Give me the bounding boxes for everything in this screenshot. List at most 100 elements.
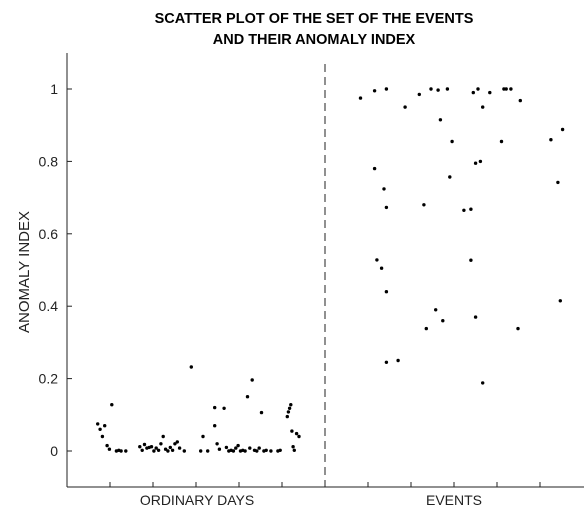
event-point <box>473 315 478 319</box>
ordinary-day-point <box>289 403 293 407</box>
ordinary-day-point <box>138 445 142 449</box>
ordinary-day-point <box>259 410 264 415</box>
ordinary-day-point <box>96 422 100 426</box>
ordinary-day-point <box>269 449 273 453</box>
event-point <box>441 319 445 323</box>
ordinary-day-point <box>278 448 282 452</box>
event-point <box>469 258 473 262</box>
event-point <box>549 138 553 142</box>
ordinary-day-point <box>231 449 236 453</box>
ordinary-day-point <box>168 445 172 450</box>
event-point <box>488 90 492 95</box>
ordinary-day-point <box>175 440 179 444</box>
y-ticks: 0 0.2 0.4 0.6 0.8 1 <box>39 81 72 459</box>
ordinary-day-point <box>156 448 161 452</box>
event-point <box>476 87 480 91</box>
event-point <box>375 258 379 262</box>
event-point <box>450 139 454 144</box>
ordinary-day-point <box>257 446 261 450</box>
ordinary-day-point <box>105 443 109 448</box>
event-point <box>509 87 513 91</box>
ordinary-day-point <box>182 449 186 453</box>
data-points <box>96 87 565 453</box>
ordinary-day-point <box>287 406 292 410</box>
event-point <box>382 187 386 191</box>
y-tick-label: 1 <box>50 81 58 97</box>
event-point <box>379 266 384 270</box>
ordinary-day-point <box>217 447 222 451</box>
ordinary-day-point <box>222 406 226 410</box>
chart-title-line-1: SCATTER PLOT OF THE SET OF THE EVENTS <box>155 11 474 27</box>
ordinary-day-point <box>294 431 299 436</box>
ordinary-day-point <box>236 443 240 448</box>
event-point <box>471 90 475 95</box>
ordinary-day-point <box>140 448 144 452</box>
event-point <box>396 358 400 363</box>
ordinary-day-point <box>245 395 250 399</box>
event-point <box>422 203 426 207</box>
ordinary-day-point <box>177 446 182 450</box>
ordinary-day-point <box>250 378 254 382</box>
event-point <box>504 87 508 91</box>
event-point <box>462 208 466 212</box>
ordinary-day-point <box>103 424 107 428</box>
ordinary-day-point <box>255 449 259 453</box>
event-point <box>417 92 421 97</box>
y-tick-label: 0.2 <box>39 371 59 387</box>
event-point <box>424 326 428 331</box>
event-point <box>403 105 407 109</box>
y-tick-label: 0.4 <box>39 298 59 314</box>
ordinary-day-point <box>149 445 154 449</box>
ordinary-day-point <box>100 434 105 439</box>
ordinary-day-point <box>166 449 170 453</box>
y-tick-label: 0 <box>50 443 58 459</box>
category-label-ordinary-days: ORDINARY DAYS <box>140 492 254 508</box>
event-point <box>358 96 363 100</box>
event-point <box>384 360 389 364</box>
ordinary-day-point <box>163 447 168 451</box>
event-point <box>429 87 433 91</box>
ordinary-day-point <box>173 442 177 446</box>
ordinary-day-point <box>110 403 114 407</box>
event-point <box>481 105 485 109</box>
ordinary-day-point <box>213 405 217 410</box>
event-point <box>518 98 522 103</box>
ordinary-day-point <box>213 424 217 428</box>
event-point <box>372 89 377 93</box>
ordinary-day-point <box>206 449 210 453</box>
event-point <box>384 87 389 91</box>
event-point <box>556 180 560 185</box>
event-point <box>469 207 473 211</box>
category-label-events: EVENTS <box>426 492 482 508</box>
ordinary-day-point <box>119 449 123 453</box>
event-point <box>499 139 504 144</box>
event-point <box>384 205 389 210</box>
event-point <box>372 166 377 171</box>
ordinary-day-point <box>124 449 128 453</box>
event-point <box>473 161 478 165</box>
event-point <box>384 290 389 294</box>
ordinary-day-point <box>189 365 193 369</box>
event-point <box>478 159 483 164</box>
y-tick-label: 0.8 <box>39 153 59 169</box>
ordinary-day-point <box>285 414 289 419</box>
ordinary-day-point <box>248 446 252 450</box>
event-point <box>436 88 440 92</box>
y-tick-label: 0.6 <box>39 226 59 242</box>
ordinary-day-point <box>98 427 102 431</box>
ordinary-day-point <box>290 429 294 433</box>
ordinary-day-point <box>286 410 291 414</box>
event-point <box>560 127 565 132</box>
ordinary-day-point <box>170 448 175 452</box>
event-point <box>481 381 485 385</box>
ordinary-day-point <box>291 445 295 449</box>
event-point <box>516 326 520 331</box>
ordinary-day-point <box>297 434 301 439</box>
ordinary-day-point <box>234 446 238 450</box>
event-point <box>558 299 562 303</box>
ordinary-day-point <box>152 449 156 453</box>
ordinary-day-point <box>201 434 205 439</box>
y-axis-label: ANOMALY INDEX <box>16 211 33 333</box>
chart-title-line-2: AND THEIR ANOMALY INDEX <box>213 32 416 48</box>
